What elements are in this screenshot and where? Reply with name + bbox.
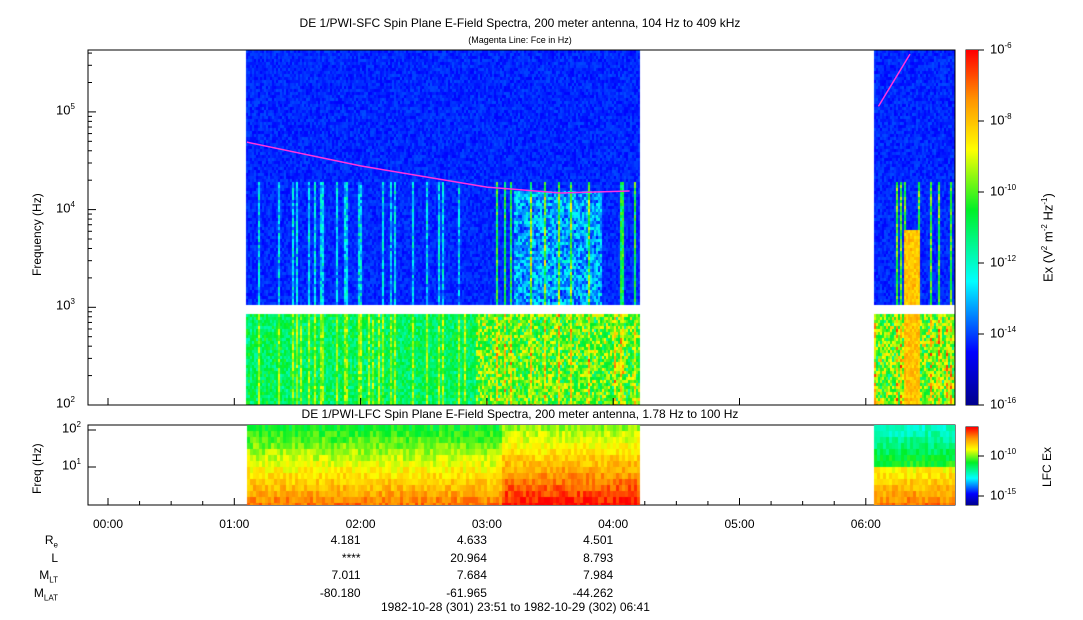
ephemeris-value: 7.984 — [583, 568, 614, 582]
y-tick-label: 103 — [56, 297, 75, 313]
colorbar-tick-label: 10-16 — [990, 396, 1017, 412]
x-tick-label: 00:00 — [92, 517, 124, 531]
colorbar-tick-label: 10-10 — [990, 447, 1017, 463]
ephemeris-label: MLT — [39, 568, 58, 585]
time-range-label: 1982-10-28 (301) 23:51 to 1982-10-29 (30… — [381, 600, 650, 614]
sfc-colorbar — [966, 50, 978, 405]
fce-line-segment — [877, 53, 911, 107]
ephemeris-label: L — [51, 550, 58, 565]
y-tick-label: 102 — [56, 395, 75, 411]
sfc-ylabel: Frequency (Hz) — [30, 193, 44, 276]
ephemeris-label: Re — [44, 533, 58, 550]
sfc-spectrogram — [88, 50, 955, 405]
x-tick-label: 01:00 — [219, 517, 250, 531]
colorbar-tick-label: 10-15 — [990, 487, 1017, 503]
ephemeris-value: 4.633 — [456, 533, 487, 547]
sfc-colorbar-label: Ex (V2 m-2 Hz-1) — [1040, 193, 1056, 282]
lfc-colorbar — [966, 427, 978, 505]
ephemeris-value: 8.793 — [583, 550, 614, 565]
ephemeris-value: 4.181 — [330, 533, 361, 547]
ephemeris-value: 7.011 — [331, 568, 361, 582]
y-tick-label: 105 — [56, 101, 75, 118]
y-tick-label: 101 — [62, 457, 81, 473]
colorbar-tick-label: 10-8 — [990, 112, 1012, 128]
x-tick-label: 04:00 — [598, 517, 629, 531]
sfc-subtitle: (Magenta Line: Fce in Hz) — [468, 35, 572, 45]
ephemeris-value: 7.684 — [456, 568, 487, 582]
x-tick-label: 02:00 — [345, 517, 376, 531]
colorbar-tick-label: 10-14 — [990, 325, 1017, 341]
ephemeris-value: -44.262 — [572, 585, 614, 600]
x-tick-label: 03:00 — [471, 517, 502, 531]
ephemeris-value: -61.965 — [446, 585, 487, 600]
colorbar-tick-label: 10-6 — [990, 41, 1012, 57]
x-tick-label: 05:00 — [724, 517, 755, 531]
colorbar-tick-label: 10-10 — [990, 183, 1017, 199]
ephemeris-value: 4.501 — [583, 533, 614, 547]
ephemeris-value: -80.180 — [319, 585, 361, 600]
x-tick-label: 06:00 — [850, 517, 881, 531]
lfc-title: DE 1/PWI-LFC Spin Plane E-Field Spectra,… — [301, 407, 739, 421]
ephemeris-label: MLAT — [33, 585, 58, 602]
y-tick-label: 102 — [62, 420, 81, 436]
sfc-title: DE 1/PWI-SFC Spin Plane E-Field Spectra,… — [299, 16, 741, 30]
colorbar-tick-label: 10-12 — [990, 254, 1017, 270]
ephemeris-value: **** — [341, 550, 361, 565]
lfc-ylabel: Freq (Hz) — [30, 443, 44, 494]
lfc-colorbar-label: LFC Ex — [1040, 446, 1054, 487]
lfc-spectrogram — [88, 425, 955, 505]
y-tick-label: 104 — [56, 199, 75, 215]
ephemeris-value: 20.964 — [450, 550, 487, 565]
fce-line-segment — [246, 141, 630, 194]
sfc-frame — [87, 49, 956, 406]
